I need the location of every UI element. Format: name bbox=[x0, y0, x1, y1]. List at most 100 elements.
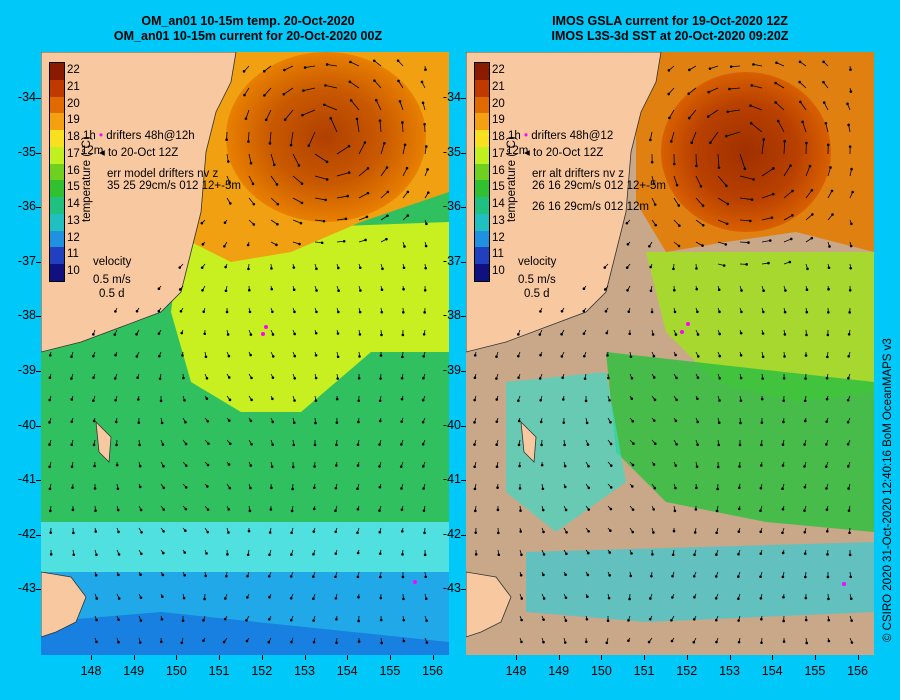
velocity-arrow bbox=[799, 81, 807, 89]
velocity-arrow-head bbox=[344, 217, 348, 221]
velocity-arrow-head bbox=[804, 354, 808, 357]
velocity-arrow-head bbox=[293, 399, 296, 402]
velocity-arrow-head bbox=[708, 67, 712, 70]
velocity-arrow-head bbox=[161, 573, 165, 577]
velocity-arrow-head bbox=[584, 640, 588, 644]
velocity-arrow-head bbox=[271, 376, 275, 379]
velocity-arrow-head bbox=[70, 377, 73, 380]
velocity-arrow-head bbox=[849, 68, 852, 71]
colorbar-label: 19 bbox=[492, 114, 505, 127]
velocity-arrow-head bbox=[162, 529, 165, 533]
velocity-arrow-head bbox=[423, 122, 426, 126]
velocity-arrow bbox=[799, 101, 807, 111]
velocity-arrow bbox=[727, 109, 741, 113]
velocity-arrow-head bbox=[670, 618, 673, 622]
velocity-arrow-head bbox=[117, 573, 120, 577]
velocity-arrow bbox=[375, 100, 382, 111]
velocity-arrow-head bbox=[584, 399, 588, 403]
velocity-arrow-head bbox=[714, 575, 718, 578]
velocity-arrow-head bbox=[49, 553, 53, 556]
velocity-arrow-head bbox=[563, 641, 567, 644]
right-title: IMOS GSLA current for 19-Oct-2020 12Z IM… bbox=[470, 14, 870, 44]
colorbar-swatch bbox=[475, 96, 489, 114]
velocity-arrow-head bbox=[336, 332, 340, 335]
velocity-arrow-head bbox=[626, 243, 630, 246]
velocity-arrow-head bbox=[805, 310, 809, 314]
velocity-arrow-head bbox=[137, 421, 141, 424]
velocity-arrow-head bbox=[822, 80, 825, 84]
velocity-arrow-head bbox=[92, 399, 95, 402]
velocity-arrow-head bbox=[248, 509, 252, 513]
velocity-arrow-head bbox=[630, 376, 634, 380]
velocity-arrow-head bbox=[400, 529, 404, 533]
velocity-arrow-head bbox=[629, 355, 633, 359]
velocity-arrow-head bbox=[825, 443, 828, 446]
velocity-arrow-head bbox=[48, 465, 51, 469]
velocity-arrow-head bbox=[402, 639, 406, 643]
velocity-arrow-head bbox=[473, 465, 476, 469]
y-tick bbox=[461, 152, 466, 154]
velocity-arrow-head bbox=[540, 443, 543, 447]
legend-to: ◂ to 20-Oct 12Z bbox=[524, 145, 603, 159]
velocity-arrow-head bbox=[249, 333, 253, 336]
velocity-arrow-head bbox=[760, 397, 764, 401]
velocity-arrow-head bbox=[831, 213, 834, 216]
velocity-arrow-head bbox=[421, 101, 425, 105]
velocity-arrow bbox=[248, 153, 252, 164]
velocity-arrow-head bbox=[138, 443, 141, 447]
velocity-arrow-head bbox=[223, 244, 226, 248]
velocity-arrow-head bbox=[701, 244, 704, 247]
velocity-arrow-head bbox=[290, 531, 293, 535]
velocity-arrow-head bbox=[248, 288, 251, 292]
x-tick-label: 153 bbox=[719, 664, 740, 678]
velocity-arrow-head bbox=[157, 309, 161, 313]
velocity-arrow-head bbox=[695, 486, 698, 490]
velocity-arrow bbox=[283, 87, 294, 95]
velocity-arrow-head bbox=[400, 487, 403, 490]
velocity-arrow-head bbox=[542, 553, 546, 556]
velocity-arrow-head bbox=[609, 442, 613, 446]
velocity-arrow-head bbox=[805, 141, 808, 145]
velocity-arrow-head bbox=[290, 640, 293, 644]
velocity-arrow-head bbox=[652, 376, 656, 379]
velocity-arrow-head bbox=[268, 142, 272, 145]
velocity-arrow-head bbox=[715, 531, 718, 535]
velocity-arrow-head bbox=[356, 464, 360, 467]
velocity-arrow bbox=[292, 219, 302, 224]
velocity-arrow-head bbox=[247, 267, 250, 271]
velocity-arrow-head bbox=[268, 595, 271, 599]
velocity-arrow-head bbox=[183, 398, 186, 402]
velocity-arrow-head bbox=[718, 376, 722, 380]
velocity-arrow-head bbox=[737, 507, 741, 511]
velocity-arrow bbox=[649, 131, 653, 140]
velocity-arrow-head bbox=[204, 574, 208, 578]
velocity-arrow-head bbox=[688, 68, 691, 72]
velocity-arrow-head bbox=[782, 595, 785, 599]
legend-err-title: err alt drifters nv z bbox=[532, 168, 625, 180]
velocity-arrow-head bbox=[520, 640, 523, 644]
colorbar bbox=[49, 62, 65, 282]
velocity-arrow bbox=[336, 195, 348, 199]
velocity-arrow-head bbox=[72, 553, 76, 557]
velocity-arrow-head bbox=[687, 92, 691, 95]
velocity-arrow-head bbox=[180, 641, 184, 645]
velocity-arrow-head bbox=[349, 99, 353, 102]
x-tick-label: 151 bbox=[633, 664, 655, 678]
velocity-arrow-head bbox=[322, 219, 326, 223]
velocity-arrow-head bbox=[271, 443, 274, 446]
velocity-arrow-head bbox=[246, 574, 249, 578]
velocity-arrow-head bbox=[760, 617, 763, 621]
y-tick-label: -39 bbox=[442, 363, 461, 377]
velocity-arrow-head bbox=[695, 267, 698, 270]
velocity-arrow-head bbox=[714, 596, 718, 600]
velocity-arrow-head bbox=[424, 266, 428, 270]
velocity-arrow-head bbox=[356, 443, 360, 447]
velocity-arrow-head bbox=[583, 354, 586, 358]
velocity-arrow-head bbox=[608, 574, 611, 577]
x-tick bbox=[516, 655, 517, 660]
velocity-arrow-head bbox=[761, 355, 765, 359]
velocity-arrow-head bbox=[315, 289, 318, 292]
velocity-arrow-head bbox=[402, 618, 406, 622]
velocity-arrow-head bbox=[184, 442, 188, 446]
velocity-arrow-head bbox=[359, 289, 362, 292]
